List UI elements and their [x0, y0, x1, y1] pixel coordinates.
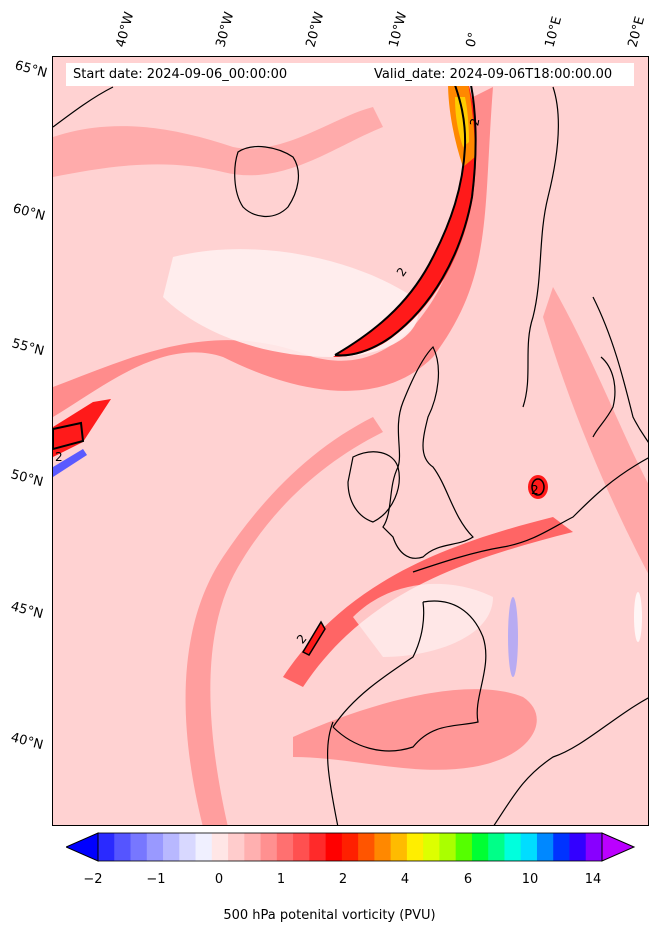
colorbar-cell: [406, 833, 424, 861]
colorbar-cell: [374, 833, 392, 861]
contour-label: 2: [531, 483, 539, 497]
coastline-biscay: [332, 601, 425, 728]
colorbar-cell: [130, 833, 148, 861]
coastline-denmark: [592, 356, 616, 438]
coastline-greenland: [53, 86, 114, 128]
coastline-france-north: [412, 457, 648, 573]
colorbar-cell: [423, 833, 440, 861]
colorbar-tick: 14: [584, 872, 602, 887]
colorbar-extend-max: [601, 832, 636, 862]
colorbar-cell: [488, 833, 505, 861]
pv-band-sw: [185, 417, 383, 825]
coastline-portugal: [326, 721, 339, 825]
colorbar-cell: [114, 833, 132, 861]
pv-negative-spain: [508, 597, 518, 677]
colorbar-cell: [455, 833, 473, 861]
coastline-sweden-south: [592, 296, 648, 443]
lon-label-20w: 20°W: [303, 10, 328, 49]
colorbar-cell: [293, 833, 310, 861]
colorbar-tick: −2: [83, 872, 103, 887]
colorbar-cell: [163, 833, 180, 861]
start-date-label: Start date: 2024-09-06_00:00:00: [73, 67, 288, 82]
lat-label-40n: 40°N: [9, 730, 45, 754]
colorbar-cell: [179, 833, 197, 861]
coastlines: [53, 86, 648, 825]
colorbar-tick: −1: [146, 872, 166, 887]
colorbar-label: 500 hPa potenital vorticity (PVU): [223, 908, 436, 923]
pv-low-alps: [634, 592, 642, 642]
colorbar-cell: [260, 833, 278, 861]
pv-band-iberia: [293, 689, 537, 770]
date-banner: [66, 63, 634, 86]
colorbar-cell: [276, 833, 294, 861]
coastline-med: [493, 697, 648, 825]
pv-band-biscay: [283, 517, 573, 687]
pv-2-contour-channel: [531, 478, 545, 496]
colorbar-cell: [309, 833, 327, 861]
colorbar-tick: 0: [214, 872, 224, 887]
colorbar-cell: [341, 833, 359, 861]
colorbar-tick: 6: [463, 872, 473, 887]
colorbar-tick: 4: [400, 872, 410, 887]
lon-label-0: 0°: [463, 30, 482, 49]
map-panel: 2 2 2 2 2: [52, 56, 649, 826]
colorbar-cells: [98, 833, 603, 861]
colorbar-cell: [390, 833, 408, 861]
colorbar-cell: [195, 833, 213, 861]
coastline-iceland: [234, 145, 300, 217]
lon-label-10e: 10°E: [542, 14, 566, 50]
pv-2-contour-biscay: [301, 620, 326, 656]
coastline-france-west: [332, 600, 487, 752]
lon-label-20e: 20°E: [625, 14, 649, 50]
colorbar-cell: [553, 833, 570, 861]
colorbar-cell: [585, 833, 603, 861]
colorbar-cell: [569, 833, 587, 861]
lat-label-65n: 65°N: [13, 58, 49, 82]
lat-label-45n: 45°N: [9, 599, 45, 623]
lon-label-40w: 40°W: [113, 10, 138, 49]
colorbar-tick: 10: [521, 872, 539, 887]
colorbar-tick: 1: [276, 872, 286, 887]
pv-band-east: [543, 287, 648, 574]
colorbar-cell: [98, 833, 115, 861]
pv-low-region: [163, 249, 419, 357]
lat-label-60n: 60°N: [11, 201, 47, 225]
colorbar-cell: [211, 833, 229, 861]
valid-date-label: Valid_date: 2024-09-06T18:00:00.00: [374, 67, 613, 82]
contour-label: 2: [55, 450, 63, 464]
pv-band-top: [53, 107, 383, 177]
colorbar-cell: [358, 833, 375, 861]
colorbar-extend-min: [66, 832, 99, 862]
colorbar-cell: [146, 833, 164, 861]
colorbar-cell: [439, 833, 457, 861]
pv-map: [53, 57, 648, 825]
pv-2-contour-west: [53, 421, 85, 451]
lon-label-10w: 10°W: [386, 10, 411, 49]
colorbar-outline: [97, 832, 603, 862]
pv-blob-channel: [528, 475, 548, 499]
colorbar-cell: [471, 833, 489, 861]
colorbar-cell: [536, 833, 554, 861]
colorbar-cell: [325, 833, 343, 861]
lat-label-55n: 55°N: [10, 336, 46, 360]
pv-negative-west: [53, 449, 87, 477]
colorbar-cell: [244, 833, 262, 861]
colorbar: [66, 832, 636, 862]
lon-label-30w: 30°W: [213, 10, 238, 49]
colorbar-cell: [520, 833, 538, 861]
colorbar-cell: [504, 833, 522, 861]
coastline-norway: [522, 86, 560, 408]
colorbar-tick: 2: [338, 872, 348, 887]
coastline-ireland: [347, 451, 400, 523]
lat-label-50n: 50°N: [9, 467, 45, 491]
colorbar-cell: [228, 833, 245, 861]
coastline-britain: [382, 345, 474, 559]
pv-2-contour: [334, 84, 477, 357]
